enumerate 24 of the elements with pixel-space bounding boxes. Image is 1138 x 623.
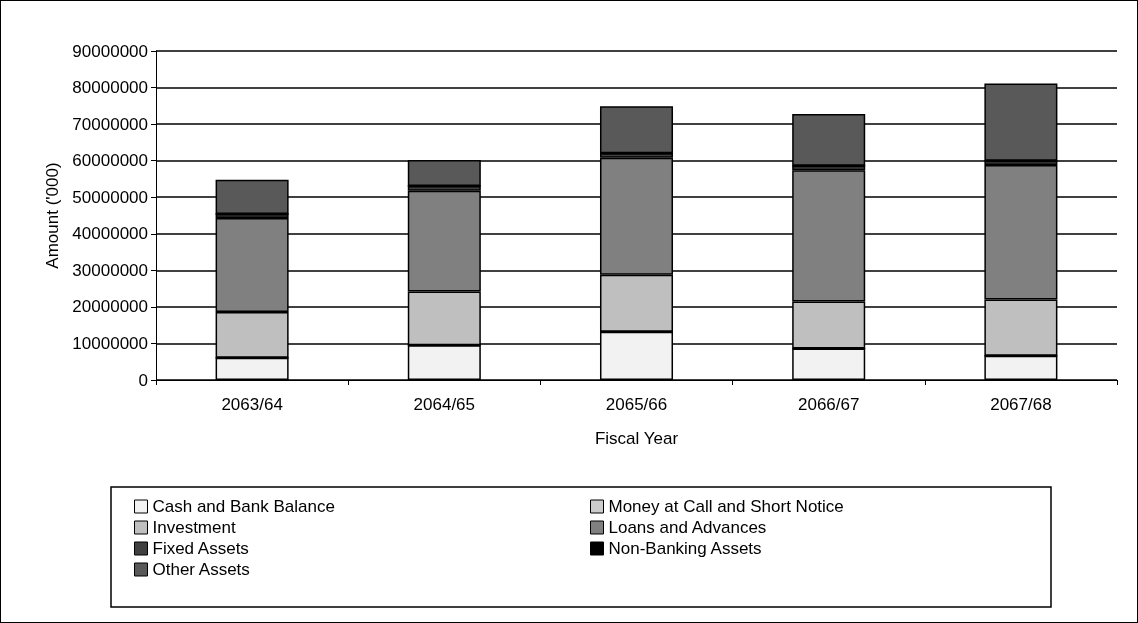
y-tick-label: 60000000 — [72, 151, 148, 171]
x-tick-label: 2067/68 — [990, 395, 1052, 414]
legend-label: Fixed Assets — [152, 539, 249, 558]
legend-label: Loans and Advances — [608, 518, 767, 537]
y-tick-label: 20000000 — [72, 297, 148, 317]
y-tick-label: 40000000 — [72, 224, 148, 244]
y-tick-label: 0 — [138, 370, 148, 390]
legend-label: Other Assets — [152, 560, 250, 579]
y-tick-label: 70000000 — [72, 114, 148, 134]
x-tick-label: 2065/66 — [605, 395, 668, 414]
legend-label: Cash and Bank Balance — [152, 497, 335, 516]
legend-label: Investment — [152, 518, 236, 537]
legend-label: Non-Banking Assets — [608, 539, 762, 558]
y-tick-label: 90000000 — [72, 41, 148, 61]
x-tick-label: 2066/67 — [797, 395, 860, 414]
x-tick-label: 2064/65 — [413, 395, 476, 414]
y-tick-label: 10000000 — [72, 333, 148, 353]
y-tick-label: 50000000 — [72, 187, 148, 207]
x-axis-title: Fiscal Year — [594, 429, 679, 448]
y-tick-label: 80000000 — [72, 78, 148, 98]
y-axis-title: Amount ('000) — [43, 162, 63, 269]
legend-label: Money at Call and Short Notice — [608, 497, 844, 516]
x-tick-label: 2063/64 — [221, 395, 283, 414]
y-tick-label: 30000000 — [72, 260, 148, 280]
